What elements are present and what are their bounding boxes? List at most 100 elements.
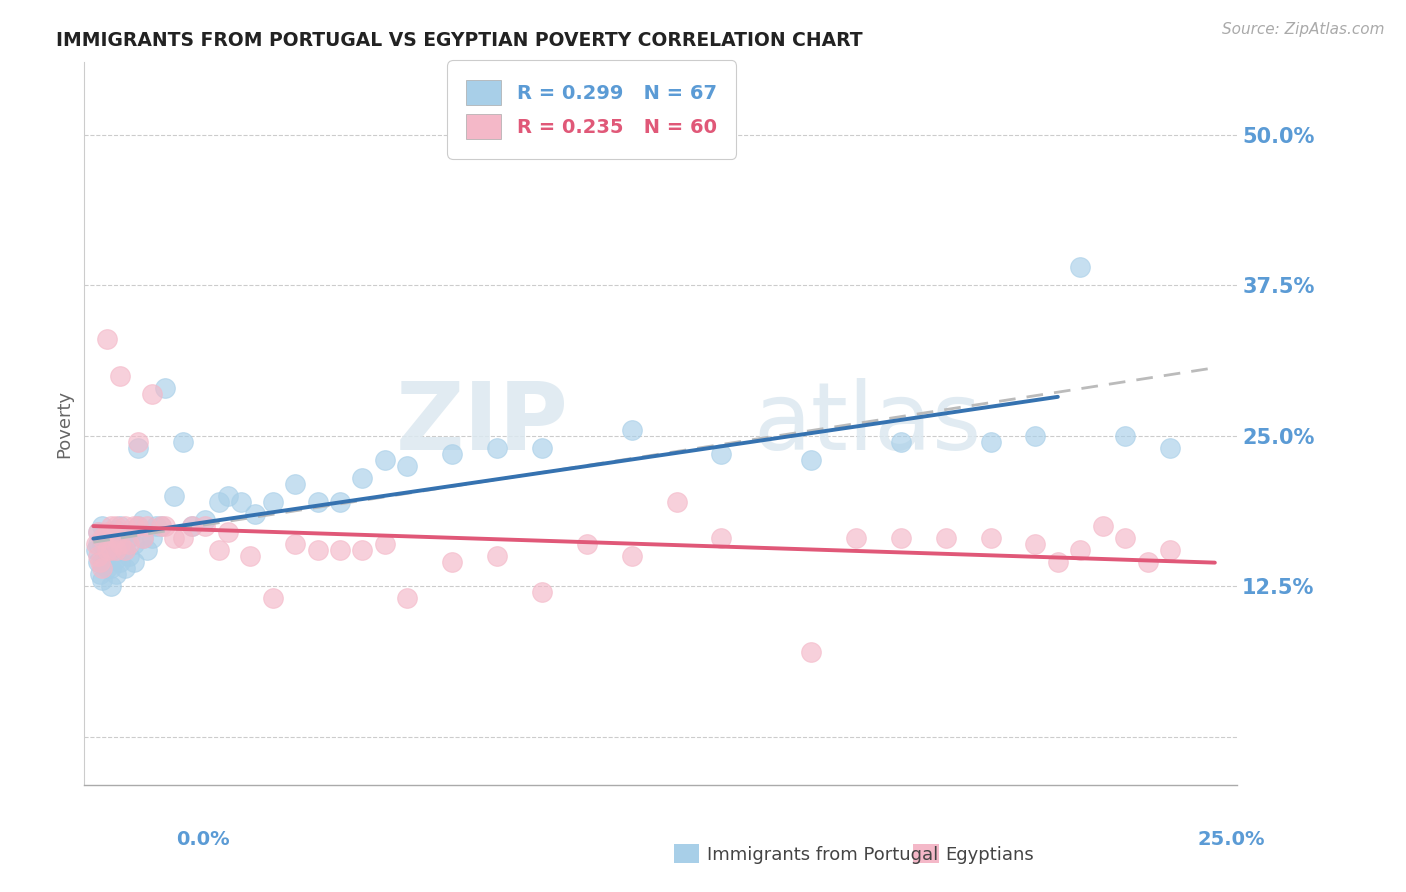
Point	[87, 549, 110, 564]
Point	[374, 453, 396, 467]
Point	[100, 561, 122, 575]
Point	[845, 531, 868, 545]
Point	[118, 531, 141, 545]
Point	[110, 555, 132, 569]
Point	[172, 531, 194, 545]
Point	[89, 567, 111, 582]
Point	[153, 519, 176, 533]
Point	[89, 555, 111, 569]
Point	[262, 495, 284, 509]
Legend: R = 0.299   N = 67, R = 0.235   N = 60: R = 0.299 N = 67, R = 0.235 N = 60	[453, 66, 731, 153]
Point	[1136, 555, 1159, 569]
Point	[84, 543, 107, 558]
Text: IMMIGRANTS FROM PORTUGAL VS EGYPTIAN POVERTY CORRELATION CHART: IMMIGRANTS FROM PORTUGAL VS EGYPTIAN POV…	[56, 31, 863, 50]
Point	[149, 519, 172, 533]
Point	[194, 513, 217, 527]
Point	[1159, 543, 1181, 558]
Point	[284, 476, 307, 491]
Point	[710, 447, 733, 461]
Point	[114, 543, 136, 558]
Point	[1114, 428, 1136, 442]
Point	[307, 543, 329, 558]
Point	[800, 453, 823, 467]
Point	[396, 458, 419, 473]
Point	[118, 549, 141, 564]
Point	[96, 549, 118, 564]
Point	[104, 551, 127, 566]
Point	[329, 495, 352, 509]
Point	[104, 537, 127, 551]
Text: Egyptians: Egyptians	[945, 847, 1035, 864]
Point	[231, 495, 253, 509]
Point	[172, 434, 194, 449]
Point	[104, 523, 127, 537]
Point	[396, 591, 419, 606]
Text: Source: ZipAtlas.com: Source: ZipAtlas.com	[1222, 22, 1385, 37]
Point	[243, 507, 266, 521]
Point	[620, 423, 643, 437]
Point	[262, 591, 284, 606]
Point	[87, 524, 110, 539]
Point	[127, 441, 149, 455]
Point	[136, 543, 159, 558]
Point	[87, 555, 110, 569]
Point	[1046, 555, 1069, 569]
Point	[329, 543, 352, 558]
Point	[1159, 441, 1181, 455]
Point	[114, 561, 136, 575]
Point	[307, 495, 329, 509]
Point	[131, 513, 153, 527]
Point	[91, 531, 114, 545]
Point	[1114, 531, 1136, 545]
Point	[208, 543, 231, 558]
Point	[163, 489, 186, 503]
Point	[141, 386, 163, 401]
Point	[127, 519, 149, 533]
Point	[104, 519, 127, 533]
Point	[84, 537, 107, 551]
Point	[710, 531, 733, 545]
Point	[114, 543, 136, 558]
Point	[91, 555, 114, 569]
Point	[96, 561, 118, 575]
Text: 25.0%: 25.0%	[1198, 830, 1265, 848]
Text: 0.0%: 0.0%	[176, 830, 229, 848]
Point	[104, 531, 127, 545]
Point	[114, 519, 136, 533]
Point	[1024, 537, 1046, 551]
Point	[1069, 260, 1091, 275]
Point	[1091, 519, 1114, 533]
Point	[91, 573, 114, 587]
Point	[110, 519, 132, 533]
Point	[239, 549, 262, 564]
Point	[352, 543, 374, 558]
Point	[441, 555, 464, 569]
Point	[96, 543, 118, 558]
Point	[217, 489, 239, 503]
Point	[890, 434, 912, 449]
Point	[131, 531, 153, 545]
Text: atlas: atlas	[754, 377, 981, 470]
Point	[665, 495, 688, 509]
Point	[352, 471, 374, 485]
Point	[530, 585, 553, 599]
Point	[100, 579, 122, 593]
Point	[441, 447, 464, 461]
Point	[87, 524, 110, 539]
Point	[486, 549, 509, 564]
Point	[1024, 428, 1046, 442]
Point	[374, 537, 396, 551]
Point	[104, 543, 127, 558]
Point	[96, 332, 118, 346]
Point	[149, 519, 172, 533]
Point	[122, 537, 145, 551]
Point	[87, 537, 110, 551]
Point	[217, 524, 239, 539]
Point	[194, 519, 217, 533]
Point	[935, 531, 957, 545]
Point	[127, 519, 149, 533]
Point	[980, 531, 1002, 545]
Point	[110, 537, 132, 551]
Point	[96, 531, 118, 545]
Point	[110, 537, 132, 551]
